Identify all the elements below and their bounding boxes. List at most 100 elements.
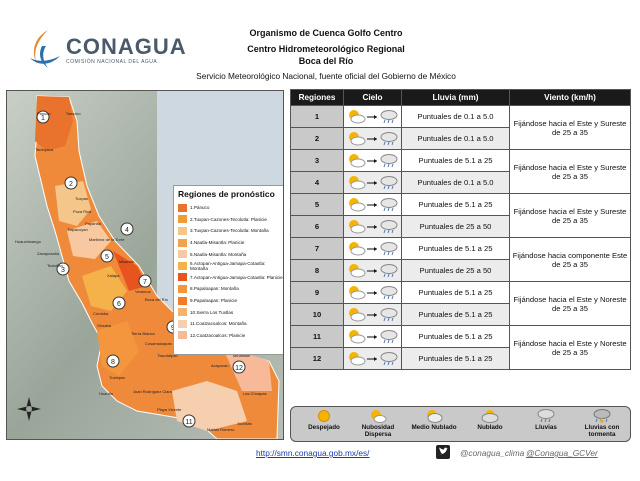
sky-forecast-icon bbox=[348, 241, 397, 255]
sky-legend-label: Lluvias con tormenta bbox=[584, 424, 620, 438]
wind-cell: Fijándose hacia el Este y Sureste de 25 … bbox=[509, 105, 631, 150]
legend-item: 7.Actopan-Antigua-Jamapa-Cotaxtla: Plani… bbox=[178, 272, 283, 284]
legend-swatch bbox=[178, 308, 187, 317]
sky-legend-label: Nubosidad Dispersa bbox=[361, 424, 395, 438]
sky-legend-lluvias-tormenta: Lluvias con tormenta bbox=[575, 409, 629, 438]
legend-swatch bbox=[178, 238, 187, 247]
rain-cell: Puntuales de 5.1 a 25 bbox=[401, 237, 510, 260]
smn-link[interactable]: http://smn.conagua.gob.mx/es/ bbox=[256, 448, 370, 458]
table-header-row: Regiones Cielo Lluvia (mm) Viento (km/h) bbox=[290, 89, 631, 106]
place-label: Tuxpan bbox=[75, 196, 89, 201]
twitter-handle-gcver[interactable]: @Conagua_GCVer bbox=[526, 448, 598, 458]
sky-cell bbox=[343, 325, 402, 348]
place-label: Misantla bbox=[119, 259, 134, 264]
place-label: Tlapacoyan bbox=[67, 227, 88, 232]
forecast-table: Regiones Cielo Lluvia (mm) Viento (km/h)… bbox=[290, 89, 631, 370]
rain-cell: Puntuales de 0.1 a 5.0 bbox=[401, 171, 510, 194]
place-label: Veracruz bbox=[135, 289, 151, 294]
place-label: Xalapa bbox=[107, 273, 120, 278]
partly-cloudy-icon bbox=[371, 410, 387, 423]
place-label: Acayucan bbox=[211, 363, 229, 368]
table-row: 9 Puntuales de 5.1 a 25 Fijándose hacia el… bbox=[290, 281, 631, 326]
region-number: 3 bbox=[290, 149, 344, 172]
legend-item: 1.Pánuco bbox=[178, 202, 283, 214]
place-label: Martínez de la Torre bbox=[89, 237, 125, 242]
table-row: 3 Puntuales de 5.1 a 25 Fijándose hacia el… bbox=[290, 149, 631, 194]
svg-text:4: 4 bbox=[125, 227, 129, 234]
table-row: 12 Puntuales de 5.1 a 25 bbox=[290, 347, 631, 370]
region-number: 11 bbox=[290, 325, 344, 348]
wind-cell: Fijándose hacia componente Este de 25 a … bbox=[509, 237, 631, 282]
half-cloudy-icon bbox=[427, 410, 443, 423]
region-number: 2 bbox=[290, 127, 344, 150]
legend-item-label: 4.Nautla-Misantla: Planicie bbox=[190, 240, 245, 246]
wind-cell: Fijándose hacia el Este y Sureste de 25 … bbox=[509, 193, 631, 238]
legend-item: 2.Tuxpan-Cazones-Tecolutla: Planicie bbox=[178, 214, 283, 226]
place-label: Juchitán bbox=[237, 421, 252, 426]
sky-cell bbox=[343, 105, 402, 128]
sky-cell bbox=[343, 215, 402, 238]
wind-cell: Fijándose hacia el Este y Sureste de 25 … bbox=[509, 149, 631, 194]
regions-legend: Regiones de pronóstico 1.Pánuco 2.Tuxpan-… bbox=[173, 185, 283, 355]
svg-text:8: 8 bbox=[111, 359, 115, 366]
map-place-labels: Pánuco Tampico bbox=[37, 111, 157, 116]
legend-swatch bbox=[178, 284, 187, 293]
legend-item-label: 1.Pánuco bbox=[190, 205, 210, 211]
table-row: 7 Puntuales de 5.1 a 25 Fijándose hacia co… bbox=[290, 237, 631, 282]
region-number: 7 bbox=[290, 237, 344, 260]
place-label: Boca del Río bbox=[145, 297, 168, 302]
header-centro: Centro Hidrometeorológico Regional bbox=[247, 44, 405, 54]
table-row: 6 Puntuales de 25 a 50 bbox=[290, 215, 631, 238]
legend-title: Regiones de pronóstico bbox=[178, 189, 275, 199]
region-number: 10 bbox=[290, 303, 344, 326]
storm-icon bbox=[593, 409, 611, 423]
sky-cell bbox=[343, 237, 402, 260]
svg-text:6: 6 bbox=[117, 301, 121, 308]
sky-legend-bar: Despejado Nubosidad Dispersa Medio Nubla… bbox=[290, 406, 631, 442]
legend-item: 10.Sierra Los Tuxtlas bbox=[178, 306, 283, 318]
place-label: Orizaba bbox=[97, 323, 112, 328]
col-header-sky: Cielo bbox=[343, 89, 402, 106]
rain-cell: Puntuales de 25 a 50 bbox=[401, 215, 510, 238]
logo-subtitle: COMISIÓN NACIONAL DEL AGUA bbox=[66, 59, 158, 65]
sky-cell bbox=[343, 171, 402, 194]
legend-item: 12.Coatzacoalcos: Planicie bbox=[178, 330, 283, 342]
svg-text:11: 11 bbox=[185, 419, 192, 426]
twitter-icon bbox=[436, 445, 450, 459]
legend-swatch bbox=[178, 296, 187, 305]
rain-cell: Puntuales de 0.1 a 5.0 bbox=[401, 127, 510, 150]
wind-cell: Fijándose hacia el Este y Noreste de 25 … bbox=[509, 325, 631, 370]
legend-item: 6.Actopan-Antigua-Jamapa-Cotaxtla: Monta… bbox=[178, 260, 283, 272]
region-number: 12 bbox=[290, 347, 344, 370]
legend-item-label: 5.Nautla-Misantla: Montaña bbox=[190, 251, 247, 257]
place-label: Cosamaloapan bbox=[145, 341, 172, 346]
sky-forecast-icon bbox=[348, 351, 397, 365]
sky-forecast-icon bbox=[348, 109, 397, 123]
legend-item-label: 2.Tuxpan-Cazones-Tecolutla: Planicie bbox=[190, 216, 267, 222]
place-label: Pánuco bbox=[37, 111, 51, 116]
table-row: 2 Puntuales de 0.1 a 5.0 bbox=[290, 127, 631, 150]
place-label: Zacapoaxtla bbox=[37, 251, 59, 256]
table-row: 5 Puntuales de 5.1 a 25 Fijándose hacia el… bbox=[290, 193, 631, 238]
sky-cell bbox=[343, 347, 402, 370]
sky-legend-label: Despejado bbox=[308, 424, 340, 431]
sky-cell bbox=[343, 127, 402, 150]
wind-cell: Fijándose hacia el Este y Noreste de 25 … bbox=[509, 281, 631, 326]
conagua-emblem-icon bbox=[30, 30, 60, 68]
table-row: 8 Puntuales de 25 a 50 bbox=[290, 259, 631, 282]
legend-item: 11.Coatzacoalcos: Montaña bbox=[178, 318, 283, 330]
rain-cell: Puntuales de 5.1 a 25 bbox=[401, 325, 510, 348]
table-row: 1 Puntuales de 0.1 a 5.0 Fijándose hacia e… bbox=[290, 105, 631, 150]
sky-cell bbox=[343, 281, 402, 304]
col-header-regions: Regiones bbox=[290, 89, 344, 106]
legend-item: 9.Papaloapan: Planicie bbox=[178, 295, 283, 307]
rain-cell: Puntuales de 0.1 a 5.0 bbox=[401, 105, 510, 128]
sun-icon bbox=[318, 410, 330, 422]
sky-legend-nublado: Nublado bbox=[463, 409, 517, 431]
svg-text:1: 1 bbox=[41, 115, 45, 122]
twitter-handle-clima[interactable]: @conagua_clima bbox=[460, 448, 525, 458]
place-label: Minatitlán bbox=[233, 353, 251, 358]
rain-cell: Puntuales de 5.1 a 25 bbox=[401, 193, 510, 216]
place-label: Playa Vicente bbox=[157, 407, 182, 412]
place-label: Tampico bbox=[65, 111, 81, 116]
